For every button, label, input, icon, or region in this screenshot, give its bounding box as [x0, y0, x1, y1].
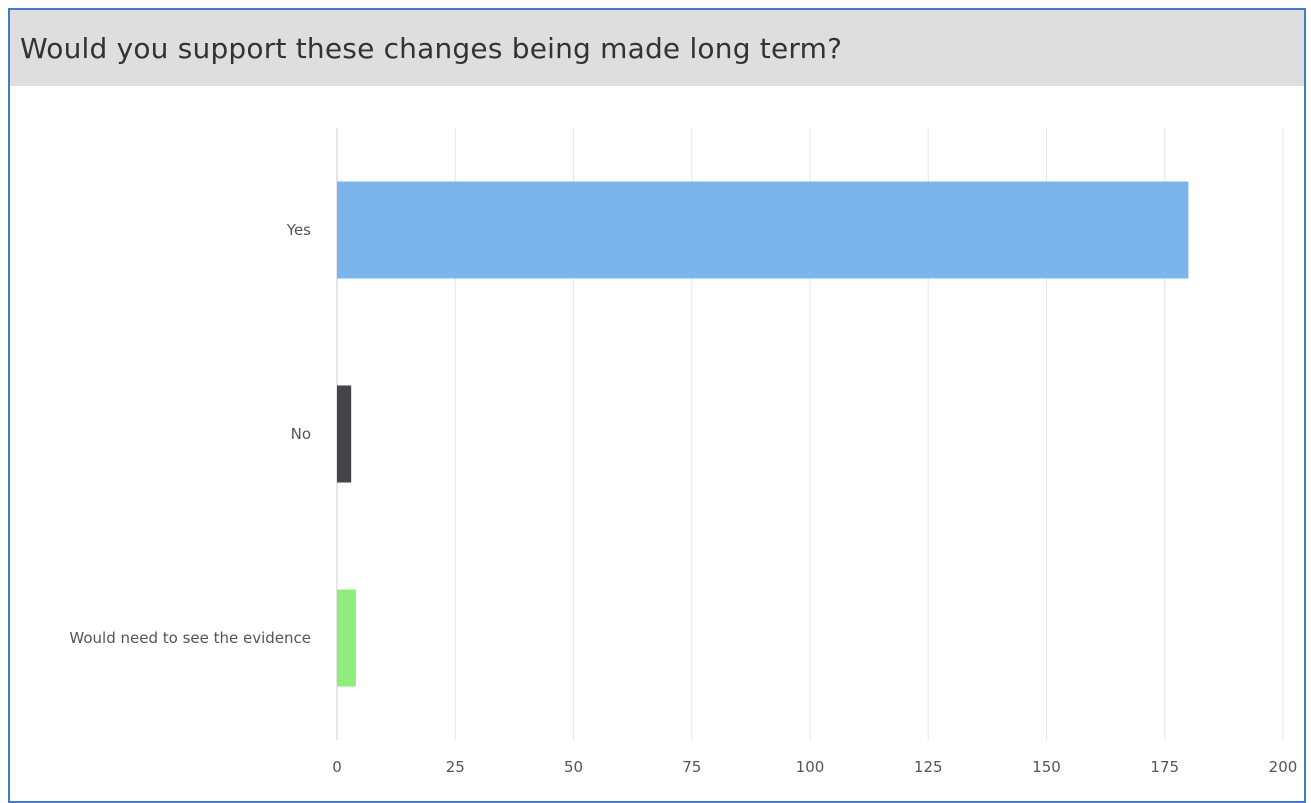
category-label: Yes [286, 221, 311, 239]
bar [337, 385, 352, 483]
category-label: No [291, 425, 311, 443]
survey-question-panel: Would you support these changes being ma… [8, 8, 1306, 803]
x-tick-label: 25 [446, 758, 465, 776]
x-tick-label: 100 [796, 758, 825, 776]
bar [337, 181, 1189, 279]
panel-header: Would you support these changes being ma… [10, 10, 1304, 86]
x-tick-label: 75 [682, 758, 701, 776]
x-tick-label: 50 [564, 758, 583, 776]
x-tick-label: 175 [1150, 758, 1179, 776]
x-tick-label: 0 [332, 758, 342, 776]
x-tick-label: 200 [1269, 758, 1298, 776]
x-tick-label: 125 [914, 758, 943, 776]
x-tick-label: 150 [1032, 758, 1061, 776]
category-label: Would need to see the evidence [69, 629, 311, 647]
question-title: Would you support these changes being ma… [20, 31, 843, 65]
bar [337, 589, 356, 687]
